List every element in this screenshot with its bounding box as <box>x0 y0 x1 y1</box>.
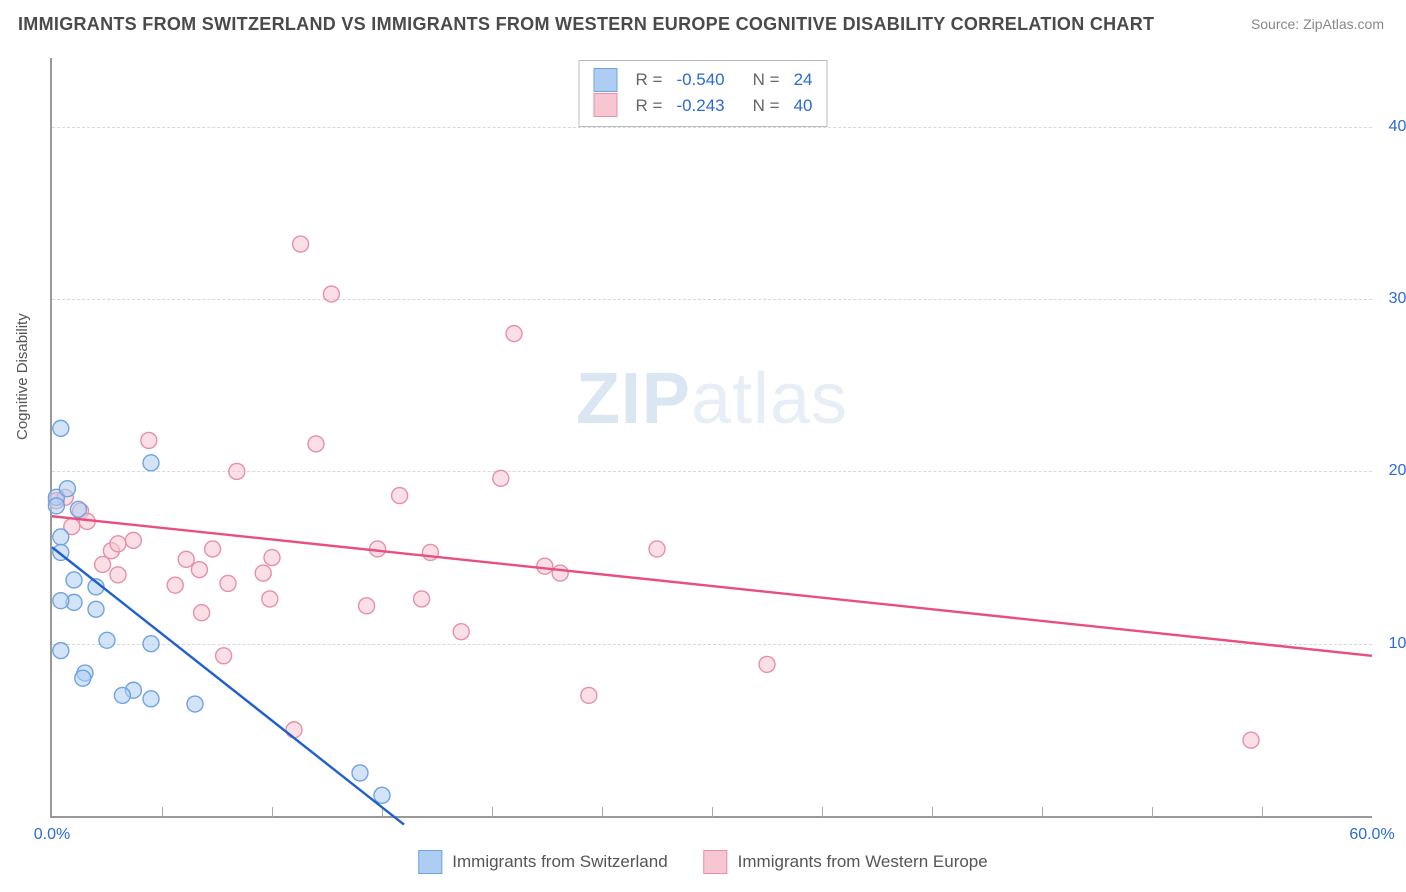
data-point <box>286 722 302 738</box>
data-point <box>414 591 430 607</box>
r-label: R = <box>636 67 663 93</box>
data-point <box>229 463 245 479</box>
data-point <box>359 598 375 614</box>
data-point <box>70 501 86 517</box>
data-point <box>194 605 210 621</box>
data-point <box>453 624 469 640</box>
data-point <box>191 562 207 578</box>
data-point <box>110 567 126 583</box>
data-point <box>125 532 141 548</box>
legend-label: Immigrants from Switzerland <box>452 852 667 872</box>
n-value: 24 <box>794 67 813 93</box>
chart-title: IMMIGRANTS FROM SWITZERLAND VS IMMIGRANT… <box>18 14 1154 35</box>
data-point <box>53 643 69 659</box>
y-tick-label: 20.0% <box>1389 462 1406 480</box>
data-point <box>167 577 183 593</box>
data-point <box>53 529 69 545</box>
n-value: 40 <box>794 93 813 119</box>
data-point <box>110 536 126 552</box>
data-point <box>187 696 203 712</box>
data-point <box>220 575 236 591</box>
data-point <box>178 551 194 567</box>
data-point <box>114 687 130 703</box>
data-point <box>59 481 75 497</box>
legend-item: Immigrants from Switzerland <box>418 850 667 874</box>
y-axis-title: Cognitive Disability <box>14 313 31 440</box>
data-point <box>759 656 775 672</box>
r-value: -0.243 <box>676 93 724 119</box>
data-point <box>216 648 232 664</box>
data-point <box>323 286 339 302</box>
data-point <box>537 558 553 574</box>
data-point <box>48 498 64 514</box>
n-label: N = <box>753 93 780 119</box>
data-point <box>581 687 597 703</box>
correlation-legend: R = -0.540 N = 24 R = -0.243 N = 40 <box>579 60 828 127</box>
legend-row: R = -0.243 N = 40 <box>594 93 813 119</box>
legend-item: Immigrants from Western Europe <box>704 850 988 874</box>
y-tick-label: 10.0% <box>1389 635 1406 653</box>
legend-row: R = -0.540 N = 24 <box>594 67 813 93</box>
data-point <box>95 556 111 572</box>
scatter-chart <box>52 58 1372 816</box>
data-point <box>649 541 665 557</box>
data-point <box>143 636 159 652</box>
legend-swatch <box>704 850 728 874</box>
data-point <box>392 488 408 504</box>
legend-swatch <box>594 93 618 117</box>
data-point <box>99 632 115 648</box>
data-point <box>75 670 91 686</box>
data-point <box>352 765 368 781</box>
series-legend: Immigrants from Switzerland Immigrants fr… <box>418 850 987 874</box>
r-value: -0.540 <box>676 67 724 93</box>
x-tick-label: 60.0% <box>1349 826 1394 844</box>
data-point <box>88 601 104 617</box>
legend-label: Immigrants from Western Europe <box>738 852 988 872</box>
plot-area: ZIPatlas 10.0%20.0%30.0%40.0%0.0%60.0% <box>50 58 1372 818</box>
x-tick-label: 0.0% <box>34 826 70 844</box>
y-tick-label: 40.0% <box>1389 118 1406 136</box>
data-point <box>143 691 159 707</box>
legend-swatch <box>594 68 618 92</box>
data-point <box>293 236 309 252</box>
legend-swatch <box>418 850 442 874</box>
data-point <box>143 455 159 471</box>
data-point <box>493 470 509 486</box>
source-label: Source: ZipAtlas.com <box>1251 16 1384 32</box>
data-point <box>374 787 390 803</box>
trend-line <box>52 516 1372 656</box>
n-label: N = <box>753 67 780 93</box>
data-point <box>66 572 82 588</box>
data-point <box>264 550 280 566</box>
r-label: R = <box>636 93 663 119</box>
data-point <box>53 593 69 609</box>
y-tick-label: 30.0% <box>1389 290 1406 308</box>
data-point <box>205 541 221 557</box>
data-point <box>255 565 271 581</box>
data-point <box>552 565 568 581</box>
data-point <box>506 326 522 342</box>
data-point <box>262 591 278 607</box>
data-point <box>1243 732 1259 748</box>
data-point <box>53 420 69 436</box>
data-point <box>141 432 157 448</box>
data-point <box>308 436 324 452</box>
